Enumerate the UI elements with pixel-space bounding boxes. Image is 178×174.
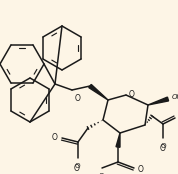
Polygon shape [116, 133, 120, 147]
Text: O: O [129, 90, 135, 99]
Text: O: O [160, 143, 166, 149]
Text: O: O [98, 173, 104, 174]
Text: O: O [74, 164, 80, 173]
Polygon shape [148, 97, 169, 105]
Text: O: O [75, 94, 81, 103]
Text: O: O [74, 163, 80, 169]
Text: OMe: OMe [172, 94, 178, 100]
Polygon shape [89, 84, 108, 100]
Text: O: O [138, 164, 144, 173]
Text: O: O [160, 144, 166, 153]
Text: O: O [51, 132, 57, 141]
